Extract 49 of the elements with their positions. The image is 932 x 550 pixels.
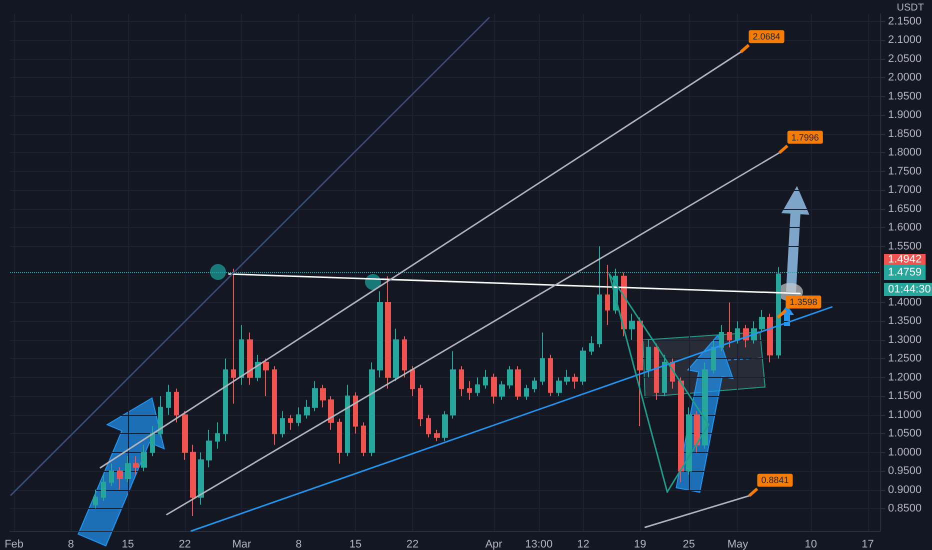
y-tick-label: 1.8500 (888, 128, 922, 140)
x-tick-label: 13:00 (525, 538, 553, 550)
annotation: 1.3598 (790, 297, 818, 308)
y-tick-label: 1.5500 (888, 240, 922, 252)
y-tick-label: 1.1500 (888, 390, 922, 402)
x-tick-label: 19 (634, 538, 646, 550)
x-tick-label: 22 (178, 538, 191, 550)
y-tick-label: 1.7000 (888, 184, 922, 196)
y-tick-label: 2.0500 (888, 52, 922, 65)
annotation: 0.8841 (761, 475, 789, 486)
y-axis-title: USDT (896, 2, 924, 14)
x-tick-label: May (727, 538, 749, 550)
y-tick-label: 1.3000 (888, 334, 922, 346)
y-tick-label: 1.3500 (888, 315, 922, 328)
x-tick-label: Feb (4, 538, 24, 550)
text: 01:44:30 (888, 284, 931, 296)
x-tick-label: 17 (862, 538, 874, 550)
x-tick-label: 22 (406, 538, 419, 550)
text: 1.4942 (888, 254, 922, 266)
annotation: 2.0684 (752, 32, 780, 42)
y-tick-label: 1.2000 (888, 371, 922, 384)
annotation: 1.7996 (791, 132, 819, 142)
y-tick-label: 1.8000 (888, 146, 922, 159)
x-tick-label: 10 (804, 538, 818, 550)
y-tick-label: 1.6500 (888, 202, 922, 215)
x-tick-label: Apr (485, 538, 503, 550)
x-tick-label: Mar (232, 538, 252, 550)
ref-line-label: 1.4759 (888, 266, 922, 278)
x-tick-label: 8 (68, 538, 74, 550)
y-tick-label: 0.9000 (888, 484, 922, 496)
y-tick-label: 2.1500 (888, 15, 922, 28)
y-tick-label: 1.9000 (888, 109, 922, 122)
y-tick-label: 2.0000 (888, 72, 922, 84)
x-tick-label: 15 (349, 538, 362, 550)
y-tick-label: 1.2500 (888, 352, 922, 365)
y-tick-label: 1.4000 (888, 296, 922, 308)
y-tick-label: 1.9500 (888, 90, 922, 102)
y-tick-label: 2.1000 (888, 34, 922, 46)
x-tick-label: 25 (682, 538, 696, 550)
y-tick-label: 1.7500 (888, 165, 922, 178)
x-tick-label: 12 (577, 538, 590, 550)
y-tick-label: 1.0000 (888, 446, 922, 458)
y-tick-label: 0.9500 (888, 465, 922, 478)
y-tick-label: 1.6000 (888, 222, 922, 234)
y-tick-label: 0.8500 (888, 502, 922, 515)
y-tick-label: 1.1000 (888, 408, 922, 421)
x-tick-label: 15 (122, 538, 134, 550)
x-tick-label: 8 (296, 538, 302, 550)
y-tick-label: 1.0500 (888, 428, 922, 440)
